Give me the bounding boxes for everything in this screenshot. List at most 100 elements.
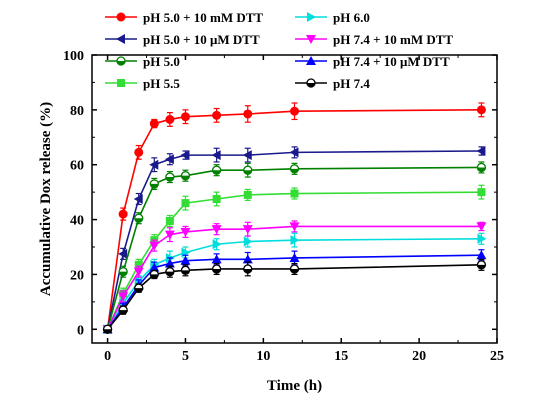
marker-fill [119, 271, 128, 276]
data-point [211, 254, 222, 264]
data-point [180, 112, 190, 122]
legend-marker [306, 78, 316, 88]
data-point [118, 248, 128, 259]
data-point [165, 114, 175, 124]
y-tick-label: 40 [70, 214, 84, 229]
legend-item-1: pH 5.0 + 10 μM DTT [105, 32, 260, 47]
legend-item-5: pH 7.4 + 10 mM DTT [295, 32, 453, 47]
marker-fill [134, 288, 143, 293]
data-point [243, 236, 253, 247]
data-point [212, 239, 222, 250]
y-tick-label: 20 [70, 268, 84, 283]
data-point [134, 213, 144, 223]
series-group [102, 102, 487, 335]
data-point [290, 189, 299, 198]
marker-fill [103, 329, 112, 334]
legend-item-2: pH 5.0 [105, 54, 180, 69]
y-tick-label: 0 [77, 323, 84, 338]
data-point [243, 109, 253, 119]
x-tick-label: 15 [334, 349, 348, 364]
series-line [106, 237, 482, 330]
data-point [211, 264, 222, 274]
data-point [118, 305, 128, 315]
data-point [149, 269, 159, 280]
legend-item-0: pH 5.0 + 10 mM DTT [105, 10, 263, 25]
marker-fill [243, 170, 252, 175]
data-point [476, 146, 486, 156]
data-point [242, 254, 253, 264]
data-point [289, 252, 300, 262]
legend-item-6: pH 7.4 + 10 μM DTT [295, 54, 450, 69]
series-4 [103, 232, 487, 335]
data-point [477, 233, 487, 244]
data-point [133, 267, 144, 277]
data-point [290, 235, 300, 246]
data-point [180, 255, 191, 265]
series-5 [102, 220, 487, 335]
data-point [181, 199, 190, 208]
data-point [164, 230, 175, 240]
data-point [476, 260, 487, 270]
data-point [211, 165, 222, 175]
series-line [106, 166, 482, 330]
legend-marker [116, 56, 126, 66]
plot-border [91, 54, 498, 344]
legend-label: pH 7.4 + 10 μM DTT [333, 54, 450, 69]
marker-fill [243, 268, 252, 273]
data-point [165, 172, 175, 182]
series-line [106, 150, 482, 330]
data-point [289, 222, 300, 232]
series-line [106, 264, 482, 330]
data-point [165, 267, 175, 277]
data-point [289, 147, 299, 158]
data-point [118, 267, 128, 277]
data-point [133, 194, 143, 204]
legend-label: pH 5.0 [143, 54, 180, 69]
x-tick-label: 5 [182, 349, 189, 364]
legend-marker [306, 35, 316, 44]
marker-fill [165, 271, 174, 276]
data-point [164, 154, 174, 165]
data-point [149, 179, 159, 189]
series-3 [103, 184, 486, 334]
series-line [106, 191, 482, 330]
data-point [211, 225, 222, 235]
data-point [180, 227, 191, 237]
marker-fill [477, 264, 486, 269]
legend: pH 5.0 + 10 mM DTT pH 5.0 + 10 μM DTT pH 5… [105, 10, 453, 91]
legend-marker [117, 79, 125, 87]
marker-fill [307, 83, 315, 87]
data-point [289, 264, 300, 274]
data-point [180, 265, 191, 275]
data-point [477, 188, 486, 197]
x-tick-label: 10 [256, 349, 270, 364]
marker-fill [181, 175, 190, 180]
data-point [476, 250, 487, 260]
marker-fill [150, 183, 159, 188]
legend-label: pH 5.0 + 10 μM DTT [143, 32, 260, 47]
legend-marker [306, 56, 316, 65]
marker-fill [165, 177, 174, 182]
marker-fill [181, 270, 190, 275]
legend-marker [116, 34, 125, 44]
legend-label: pH 7.4 + 10 mM DTT [333, 32, 453, 47]
data-point [165, 216, 174, 225]
legend-item-7: pH 7.4 [295, 76, 370, 91]
data-point [164, 258, 175, 268]
x-tick-label: 20 [412, 349, 426, 364]
y-tick-label: 100 [63, 49, 84, 64]
marker-fill [212, 268, 221, 273]
legend-label: pH 5.0 + 10 mM DTT [143, 10, 263, 25]
data-point [180, 150, 190, 161]
data-point [149, 159, 159, 170]
x-tick-label: 0 [104, 349, 111, 364]
legend-label: pH 7.4 [333, 76, 370, 91]
series-1 [102, 146, 486, 335]
data-point [212, 195, 221, 203]
data-point [212, 110, 222, 120]
legend-marker [116, 12, 126, 22]
axis-ticks: 0 5 10 15 20 25 0 20 40 60 80 100 [63, 49, 504, 364]
data-point [149, 119, 159, 129]
series-line [106, 225, 482, 330]
data-point [118, 209, 128, 219]
